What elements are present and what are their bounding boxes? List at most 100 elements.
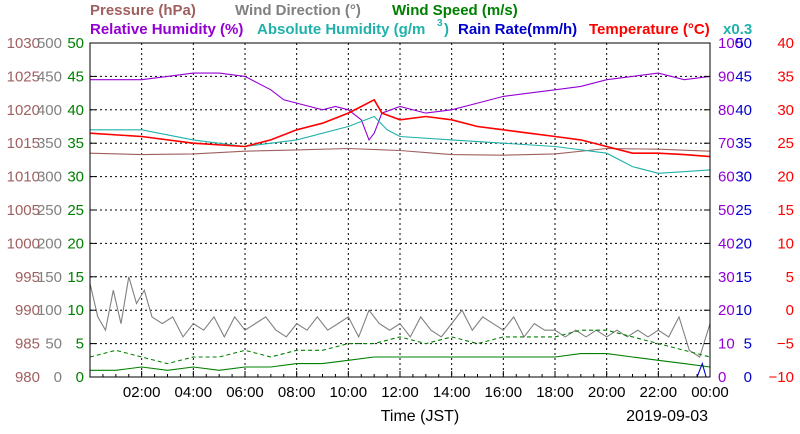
y-tick-label-wind-dir: 500 xyxy=(37,35,62,52)
y-tick-label-rel-hum: 30 xyxy=(718,269,735,286)
y-tick-label-pressure: 1010 xyxy=(7,169,40,186)
y-tick-label-rain: 40 xyxy=(735,102,752,119)
x-tick-label: 16:00 xyxy=(485,384,523,401)
y-tick-label-wind-dir: 300 xyxy=(37,169,62,186)
y-tick-label-wind-dir: 400 xyxy=(37,102,62,119)
x-axis-title: Time (JST) xyxy=(381,408,460,425)
legend: Pressure (hPa) Wind Direction (°) Wind Spe… xyxy=(90,2,710,38)
y-tick-label-wind-speed: 20 xyxy=(67,235,84,252)
legend-wind-dir: Wind Direction (°) xyxy=(235,2,361,19)
y-tick-label-temp: 20 xyxy=(777,169,794,186)
legend-rain: Rain Rate(mm/h) xyxy=(458,21,577,38)
y-tick-label-wind-dir: 200 xyxy=(37,235,62,252)
y-tick-label-temp: 30 xyxy=(777,102,794,119)
y-tick-label-temp: 10 xyxy=(777,235,794,252)
legend-temp: Temperature (°C) xyxy=(589,21,710,38)
y-tick-label-rain: 25 xyxy=(735,202,752,219)
y-tick-label-rain: 45 xyxy=(735,68,752,85)
x-axis: 02:00 04:00 06:00 08:00 10:00 12:00 14:00 16:00… xyxy=(102,371,729,401)
x-tick-label: 10:00 xyxy=(330,384,368,401)
scale-note: x0.3 xyxy=(723,21,752,38)
y-tick-label-temp: 5 xyxy=(786,269,794,286)
y-tick-label-pressure: 1020 xyxy=(7,102,40,119)
y-tick-label-wind-speed: 45 xyxy=(67,68,84,85)
y-tick-label-temp: 40 xyxy=(777,35,794,52)
y-tick-label-rel-hum: 0 xyxy=(718,369,726,386)
x-tick-label: 18:00 xyxy=(536,384,574,401)
y-tick-label-temp: 25 xyxy=(777,135,794,152)
y-tick-label-wind-speed: 35 xyxy=(67,135,84,152)
y-tick-label-wind-dir: 350 xyxy=(37,135,62,152)
legend-pressure: Pressure (hPa) xyxy=(90,2,196,19)
y-tick-label-wind-speed: 5 xyxy=(76,336,84,353)
y-tick-label-wind-dir: 450 xyxy=(37,68,62,85)
series-wind-speed-max xyxy=(89,329,711,365)
series-temp xyxy=(89,98,711,158)
y-tick-label-pressure: 980 xyxy=(15,369,40,386)
legend-abs-hum-sup: 3 xyxy=(437,18,443,29)
legend-rel-hum: Relative Humidity (%) xyxy=(90,21,243,38)
y-tick-label-rain: 20 xyxy=(735,235,752,252)
y-tick-label-pressure: 1015 xyxy=(7,135,40,152)
series-wind-speed-avg xyxy=(90,353,711,371)
y-tick-label-rel-hum: 10 xyxy=(718,336,735,353)
legend-abs-hum-a: Absolute Humidity (g/m xyxy=(257,21,425,38)
y-tick-label-wind-speed: 25 xyxy=(67,202,84,219)
series-wind-dir xyxy=(89,276,711,358)
y-tick-label-rel-hum: 80 xyxy=(718,102,735,119)
legend-abs-hum-b: ) xyxy=(444,21,449,38)
x-tick-label: 04:00 xyxy=(175,384,213,401)
series-abs-hum xyxy=(90,115,711,174)
y-tick-label-wind-dir: 50 xyxy=(45,336,62,353)
y-tick-label-wind-dir: 0 xyxy=(54,369,62,386)
y-tick-label-temp: 0 xyxy=(786,302,794,319)
series-rel-hum xyxy=(90,72,711,142)
y-tick-label-wind-speed: 30 xyxy=(67,169,84,186)
grid xyxy=(90,43,710,377)
y-tick-label-wind-speed: 15 xyxy=(67,269,84,286)
y-tick-label-wind-speed: 40 xyxy=(67,102,84,119)
x-tick-label: 22:00 xyxy=(640,384,678,401)
y-tick-label-pressure: 1005 xyxy=(7,202,40,219)
y-tick-label-wind-speed: 10 xyxy=(67,302,84,319)
y-tick-label-temp: 35 xyxy=(777,68,794,85)
y-tick-label-wind-speed: 0 xyxy=(76,369,84,386)
x-tick-label: 06:00 xyxy=(226,384,264,401)
y-tick-label-wind-speed: 50 xyxy=(67,35,84,52)
y-tick-label-rel-hum: 90 xyxy=(718,68,735,85)
y-tick-label-rain: 50 xyxy=(735,35,752,52)
y-tick-label-rel-hum: 40 xyxy=(718,235,735,252)
y-tick-label-rel-hum: 70 xyxy=(718,135,735,152)
y-tick-label-wind-dir: 150 xyxy=(37,269,62,286)
series-pressure xyxy=(89,147,711,156)
y-tick-label-temp: −5 xyxy=(777,336,794,353)
y-tick-label-rel-hum: 60 xyxy=(718,169,735,186)
legend-wind-speed: Wind Speed (m/s) xyxy=(392,2,518,19)
axes: 9809859909951000100510101015102010251030… xyxy=(7,35,794,386)
y-tick-label-rel-hum: 100 xyxy=(718,35,743,52)
x-tick-label: 12:00 xyxy=(381,384,419,401)
y-tick-label-rain: 0 xyxy=(744,369,752,386)
y-tick-label-rain: 30 xyxy=(735,169,752,186)
y-tick-label-rel-hum: 50 xyxy=(718,202,735,219)
x-tick-label: 02:00 xyxy=(123,384,161,401)
y-tick-label-rain: 5 xyxy=(744,336,752,353)
y-tick-label-pressure: 1000 xyxy=(7,235,40,252)
y-tick-label-wind-dir: 100 xyxy=(37,302,62,319)
x-tick-label: 20:00 xyxy=(588,384,626,401)
y-tick-label-wind-dir: 250 xyxy=(37,202,62,219)
y-tick-label-rain: 35 xyxy=(735,135,752,152)
y-tick-label-pressure: 990 xyxy=(15,302,40,319)
date-label: 2019-09-03 xyxy=(626,408,708,425)
y-tick-label-pressure: 1025 xyxy=(7,68,40,85)
y-tick-label-rain: 10 xyxy=(735,302,752,319)
y-tick-label-pressure: 995 xyxy=(15,269,40,286)
y-tick-label-rel-hum: 20 xyxy=(718,302,735,319)
y-tick-label-pressure: 1030 xyxy=(7,35,40,52)
y-tick-label-rain: 15 xyxy=(735,269,752,286)
y-tick-label-pressure: 985 xyxy=(15,336,40,353)
x-tick-label: 08:00 xyxy=(278,384,316,401)
x-tick-label: 14:00 xyxy=(433,384,471,401)
